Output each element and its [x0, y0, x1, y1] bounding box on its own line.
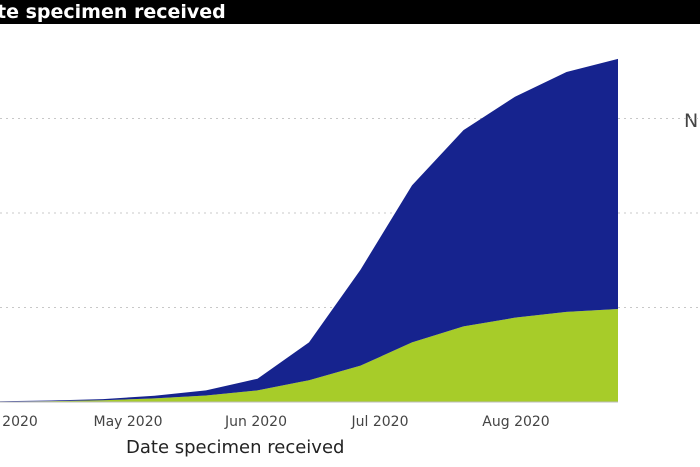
chart-title-bar: te specimen received [0, 0, 700, 24]
x-tick-label: Jul 2020 [351, 414, 409, 430]
chart-title: te specimen received [0, 1, 226, 23]
x-tick-label: Jun 2020 [224, 414, 287, 430]
legend-label: N [684, 110, 699, 132]
x-tick-label: 2020 [2, 414, 38, 430]
area-series-1[interactable] [0, 58, 618, 402]
x-tick-label: Aug 2020 [482, 414, 549, 430]
area-series-0[interactable] [0, 308, 618, 402]
x-axis-label: Date specimen received [126, 437, 345, 458]
x-tick-label: May 2020 [93, 414, 162, 430]
